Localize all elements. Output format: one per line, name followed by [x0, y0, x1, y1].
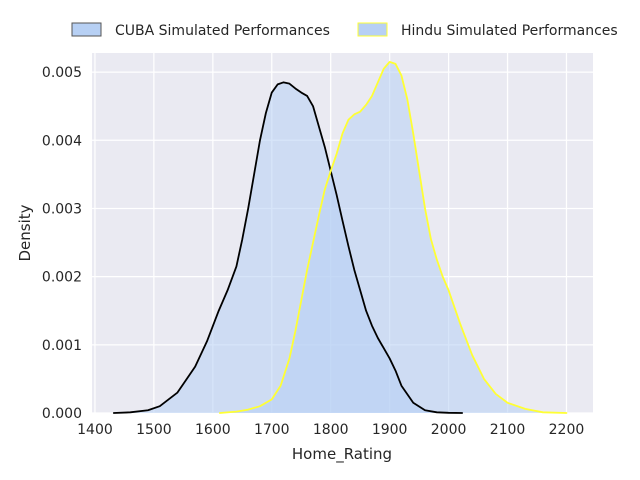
x-tick-label: 2200	[549, 422, 585, 438]
y-tick-label: 0.001	[42, 338, 82, 354]
x-axis-label: Home_Rating	[292, 445, 392, 464]
density-fill-hindu	[219, 61, 567, 414]
density-line-cuba	[112, 81, 464, 414]
y-axis-label: Density	[16, 204, 34, 261]
x-tick-label: 2000	[431, 422, 467, 438]
x-tick-label: 1400	[77, 422, 113, 438]
tick-labels: 1400 1500 1600 1700 1800 1900 2000 2100 2200 0.00…	[42, 65, 584, 438]
y-tick-label: 0.000	[42, 406, 82, 422]
x-tick-label: 2100	[490, 422, 526, 438]
y-tick-label: 0.003	[42, 201, 82, 217]
x-tick-label: 1800	[313, 422, 349, 438]
legend-swatch-hindu	[357, 22, 388, 37]
x-tick-label: 1700	[254, 422, 290, 438]
x-tick-label: 1500	[136, 422, 172, 438]
x-tick-label: 1900	[372, 422, 408, 438]
density-line-hindu	[219, 60, 568, 414]
y-tick-label: 0.004	[42, 133, 82, 149]
x-tick-label: 1600	[195, 422, 231, 438]
legend-label-cuba: CUBA Simulated Performances	[115, 23, 330, 39]
legend-label-hindu: Hindu Simulated Performances	[401, 23, 618, 39]
legend-swatch-cuba	[71, 22, 102, 37]
y-tick-label: 0.005	[42, 65, 82, 81]
series-layer	[112, 60, 568, 414]
legend: CUBA Simulated Performances Hindu Simula…	[71, 22, 618, 39]
y-tick-label: 0.002	[42, 270, 82, 286]
density-fill-cuba	[113, 82, 463, 413]
